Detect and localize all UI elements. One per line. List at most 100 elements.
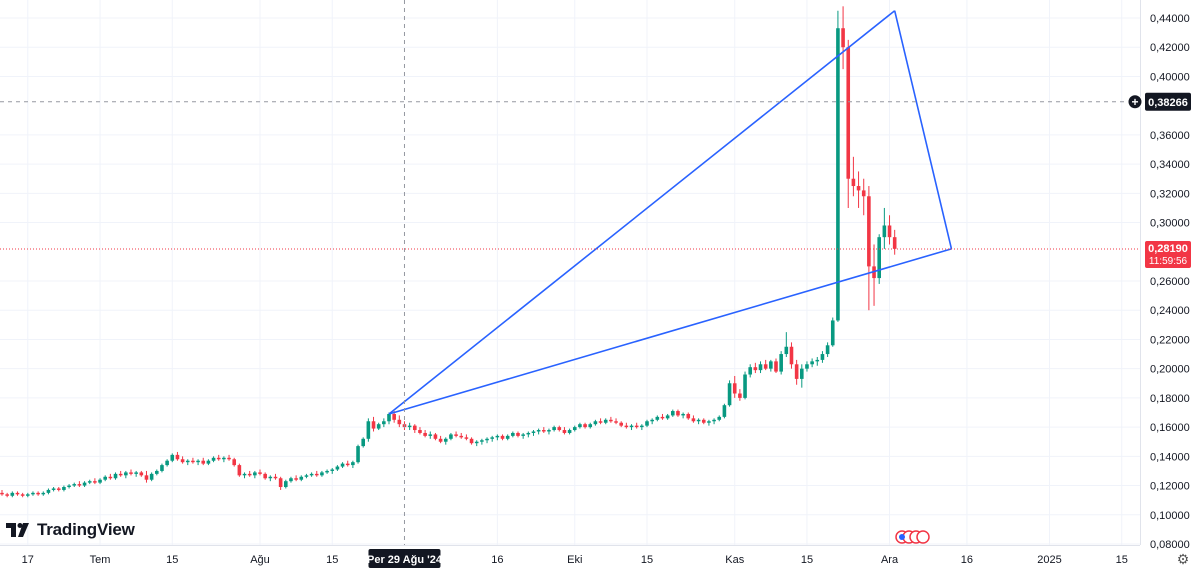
candle (149, 472, 154, 482)
crosshair-price-label: 0,38266 (1145, 92, 1191, 111)
candle-body (216, 457, 221, 460)
candle-body (289, 478, 293, 482)
candle (665, 413, 670, 420)
candle (748, 364, 752, 378)
add-alert-button[interactable]: + (1127, 94, 1143, 110)
candle-body (232, 459, 236, 466)
candle (351, 460, 355, 469)
y-tick-label: 0,36000 (1150, 130, 1190, 142)
candle (67, 484, 71, 489)
candle (175, 451, 180, 461)
candle (557, 425, 562, 432)
y-tick-label: 0,14000 (1150, 451, 1190, 463)
candle (815, 356, 820, 366)
y-tick-label: 0,08000 (1150, 539, 1190, 551)
candle-body (815, 359, 820, 362)
candle (227, 454, 231, 461)
candle (438, 435, 443, 444)
x-tick-label: Ağu (250, 554, 270, 566)
candle-body (185, 460, 190, 463)
candle (356, 444, 360, 464)
candle (650, 418, 654, 425)
triangle-edge[interactable] (388, 10, 896, 415)
candle (629, 424, 634, 431)
candle-body (655, 416, 660, 420)
candle (464, 434, 469, 441)
candle-body (691, 418, 696, 422)
candle-body (743, 374, 747, 398)
candle-body (387, 413, 391, 422)
crosshair-date-text: Per 29 Ağu '24 (367, 554, 443, 566)
candle-body (93, 481, 97, 483)
candle-body (805, 364, 809, 369)
triangle-edge[interactable] (388, 248, 952, 415)
candle (789, 342, 794, 369)
candle (5, 492, 9, 498)
candle (268, 475, 273, 482)
candle (836, 10, 840, 322)
triangle-drawing[interactable] (388, 10, 953, 415)
candle (51, 487, 56, 492)
candle (20, 492, 25, 498)
candle-body (428, 434, 433, 436)
candle (129, 469, 133, 476)
candle-body (856, 186, 861, 191)
candle-body (887, 225, 892, 238)
candle-body (36, 492, 40, 495)
candle (10, 491, 15, 498)
triangle-edge[interactable] (893, 10, 953, 250)
candle (567, 428, 572, 435)
candle-body (650, 419, 654, 422)
candle-body (836, 28, 840, 321)
crosshair-date-label: Per 29 Ağu '24 (367, 549, 443, 568)
candle-body (253, 472, 257, 476)
candle (516, 431, 520, 438)
tradingview-logo[interactable]: TradingView (6, 520, 135, 540)
settings-gear-icon[interactable]: ⚙ (1176, 551, 1190, 567)
candle-body (748, 367, 752, 375)
candle-body (454, 434, 458, 436)
candle-body (861, 190, 866, 197)
candle (830, 317, 835, 347)
candle (820, 351, 825, 363)
candle-body (640, 425, 644, 428)
y-tick-label: 0,30000 (1150, 218, 1190, 230)
candle (511, 431, 515, 438)
candle-body (139, 472, 144, 476)
candle (216, 454, 221, 461)
candle-body (170, 454, 175, 461)
candle (320, 470, 324, 477)
candle-body (769, 361, 773, 369)
candle (892, 229, 897, 255)
candle (139, 470, 144, 477)
candle (696, 418, 701, 425)
candle-body (149, 473, 154, 480)
candle-body (201, 460, 206, 464)
countdown-text: 11:59:56 (1149, 256, 1188, 267)
candle (309, 472, 314, 477)
candle (521, 432, 525, 439)
candle-body (77, 484, 82, 486)
candle-body (511, 432, 515, 436)
economic-events-icon[interactable] (895, 530, 930, 544)
candle-body (108, 476, 113, 479)
x-tick-label: 15 (641, 554, 653, 566)
candle-body (696, 419, 701, 422)
candle (449, 432, 453, 441)
candle-body (340, 463, 345, 467)
price-axis[interactable]: 0,44000 0,42000 0,40000 0,36000 0,34000 0,320… (1150, 13, 1190, 551)
candle (155, 469, 159, 476)
time-axis[interactable]: 17Tem15Ağu1516Eki15Kas15Ara16202515Şub (22, 554, 1200, 566)
candle-body (335, 466, 340, 470)
candle-body (304, 475, 309, 477)
candle-body (191, 460, 195, 463)
tradingview-logo-text: TradingView (37, 520, 135, 539)
candle-body (62, 487, 66, 490)
candle (841, 6, 845, 70)
candle-body (392, 413, 396, 420)
candle (655, 415, 660, 422)
candle-body (459, 435, 464, 438)
candle-body (784, 346, 789, 355)
candle (211, 456, 216, 463)
